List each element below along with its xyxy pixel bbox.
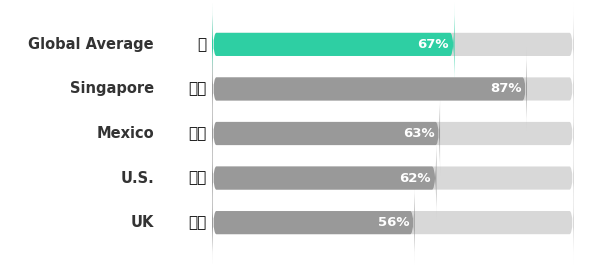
Text: 56%: 56% bbox=[378, 216, 409, 229]
FancyBboxPatch shape bbox=[212, 136, 574, 220]
FancyBboxPatch shape bbox=[212, 92, 574, 175]
Text: Mexico: Mexico bbox=[97, 126, 154, 141]
Text: 87%: 87% bbox=[490, 83, 521, 95]
Text: U.S.: U.S. bbox=[120, 171, 154, 186]
FancyBboxPatch shape bbox=[212, 92, 440, 175]
FancyBboxPatch shape bbox=[212, 47, 574, 131]
Text: 🇸🇬: 🇸🇬 bbox=[188, 81, 207, 96]
Text: UK: UK bbox=[131, 215, 154, 230]
Text: Singapore: Singapore bbox=[70, 81, 154, 96]
FancyBboxPatch shape bbox=[212, 2, 455, 86]
Text: 🇬🇧: 🇬🇧 bbox=[188, 215, 207, 230]
Text: 63%: 63% bbox=[403, 127, 435, 140]
Text: 62%: 62% bbox=[399, 172, 431, 184]
Text: 67%: 67% bbox=[418, 38, 449, 51]
FancyBboxPatch shape bbox=[212, 136, 436, 220]
Text: 🇺🇸: 🇺🇸 bbox=[188, 171, 207, 186]
FancyBboxPatch shape bbox=[212, 181, 415, 265]
Text: 🌍: 🌍 bbox=[197, 37, 207, 52]
FancyBboxPatch shape bbox=[212, 181, 574, 265]
FancyBboxPatch shape bbox=[212, 2, 574, 86]
FancyBboxPatch shape bbox=[212, 47, 527, 131]
Text: Global Average: Global Average bbox=[28, 37, 154, 52]
Text: 🇲🇽: 🇲🇽 bbox=[188, 126, 207, 141]
